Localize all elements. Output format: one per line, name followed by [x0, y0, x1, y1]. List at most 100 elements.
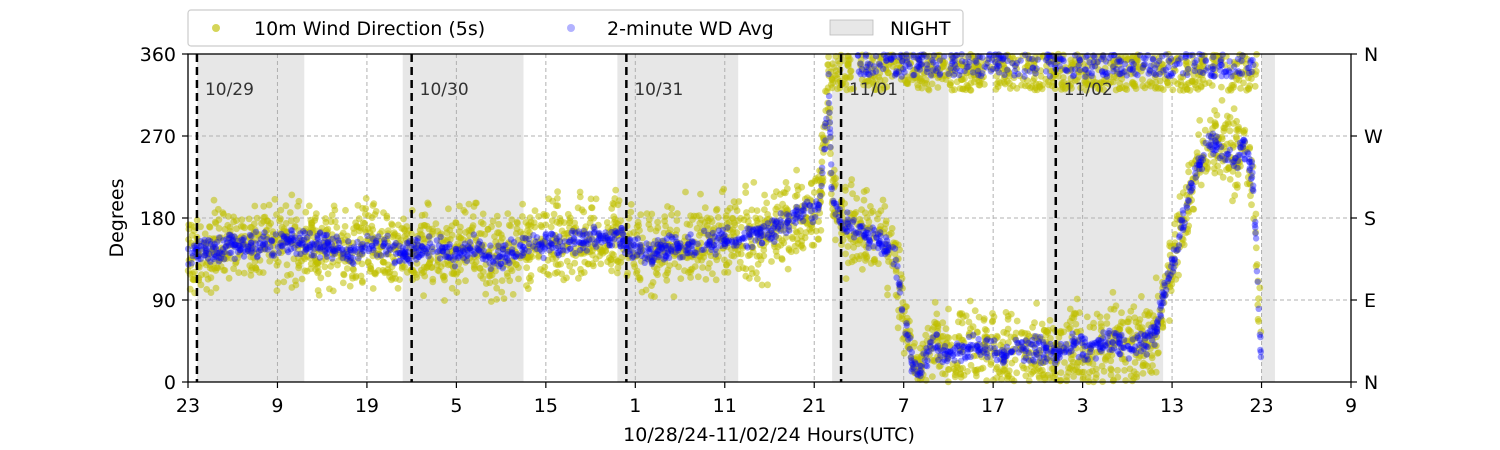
wind-direction-point [286, 209, 294, 216]
wind-direction-point [1122, 377, 1130, 384]
wd-avg-point [725, 237, 732, 244]
wind-direction-point [322, 215, 329, 222]
wind-direction-point [847, 181, 855, 189]
wd-avg-point [1189, 51, 1196, 59]
wd-avg-point [1056, 354, 1063, 361]
wd-avg-point [247, 242, 255, 249]
wind-direction-point [1148, 369, 1156, 376]
wind-direction-point [733, 229, 741, 237]
wd-avg-point [568, 229, 575, 237]
wind-direction-point [933, 310, 941, 318]
wd-avg-point [535, 242, 542, 249]
wd-avg-point [1141, 331, 1148, 339]
wind-direction-point [1197, 181, 1205, 189]
wind-direction-point [1175, 271, 1182, 279]
wind-direction-point [842, 250, 849, 258]
wind-direction-point [1031, 319, 1038, 327]
wd-avg-point [487, 265, 494, 272]
wind-direction-point [356, 227, 363, 235]
wind-direction-point [714, 214, 722, 221]
wind-direction-point [210, 196, 218, 204]
wd-avg-point [965, 333, 973, 341]
wd-avg-point [954, 350, 961, 357]
wd-avg-point [1188, 180, 1195, 187]
wd-avg-point [414, 235, 422, 242]
wd-avg-point [591, 240, 598, 248]
wind-direction-point [787, 248, 795, 256]
wind-direction-point [507, 222, 514, 230]
wd-avg-point [832, 211, 839, 218]
wind-direction-point [934, 84, 942, 91]
wind-direction-point [639, 234, 646, 242]
wind-direction-point [931, 298, 939, 306]
wind-direction-point [1166, 317, 1173, 324]
wd-avg-point [951, 357, 958, 364]
wd-avg-point [818, 182, 825, 190]
wind-direction-point [349, 249, 357, 257]
wind-direction-point [273, 261, 281, 269]
wind-direction-point [981, 340, 989, 348]
wind-direction-point [235, 269, 243, 276]
wind-direction-point [793, 229, 801, 237]
wind-direction-point [489, 217, 497, 225]
wind-direction-point [642, 286, 650, 294]
wd-avg-point [981, 346, 989, 353]
wind-direction-point [677, 275, 685, 282]
wind-direction-point [1118, 318, 1125, 326]
wind-direction-point [241, 224, 248, 232]
wd-avg-point [733, 242, 740, 249]
wind-direction-point [1118, 309, 1125, 317]
wd-avg-point [439, 248, 447, 255]
wd-avg-point [197, 243, 205, 250]
wd-avg-point [821, 145, 829, 152]
wd-avg-point [917, 367, 924, 374]
wd-avg-point [384, 232, 391, 239]
wind-direction-point [380, 259, 388, 266]
wd-avg-point [381, 240, 388, 248]
wind-direction-point [214, 264, 222, 272]
wind-direction-point [928, 80, 936, 88]
wd-avg-point [224, 239, 231, 246]
wd-avg-point [262, 241, 269, 248]
wind-direction-point [863, 255, 870, 262]
wd-avg-point [1120, 344, 1127, 351]
wind-direction-point [346, 282, 354, 290]
wind-direction-point [334, 261, 341, 269]
wind-direction-point [392, 275, 399, 282]
wd-avg-point [540, 254, 547, 262]
wind-direction-point [331, 206, 339, 214]
wd-avg-point [687, 231, 694, 238]
wd-avg-point [308, 252, 315, 259]
wind-direction-point [885, 231, 893, 239]
wd-avg-point [611, 236, 618, 243]
wd-avg-point [1042, 358, 1049, 365]
wind-direction-point [768, 258, 775, 265]
wind-direction-point [527, 272, 535, 279]
wd-avg-point [902, 330, 909, 337]
wind-direction-point [557, 260, 564, 268]
wd-avg-point [242, 248, 250, 255]
wd-avg-point [507, 236, 515, 243]
wind-direction-point [844, 259, 852, 267]
wind-direction-point [1036, 80, 1043, 88]
wind-direction-point [1112, 302, 1120, 310]
wind-direction-point [238, 216, 246, 224]
wind-direction-point [635, 274, 643, 281]
wind-direction-point [295, 197, 303, 205]
wind-direction-point [1127, 307, 1135, 315]
wind-direction-point [477, 230, 485, 238]
wind-direction-point [207, 274, 215, 282]
wind-direction-point [500, 295, 508, 302]
wd-avg-point [908, 357, 915, 364]
wind-direction-point [535, 253, 542, 261]
wd-avg-point [1029, 336, 1036, 344]
wind-direction-point [1048, 82, 1056, 90]
wind-direction-point [252, 264, 260, 272]
wd-avg-point [347, 254, 354, 262]
wind-direction-point [471, 265, 478, 273]
wind-direction-point [1080, 368, 1088, 376]
wd-avg-point [1212, 139, 1220, 146]
wind-direction-point [808, 179, 815, 187]
wind-direction-point [888, 225, 896, 232]
wd-avg-point [377, 252, 385, 259]
